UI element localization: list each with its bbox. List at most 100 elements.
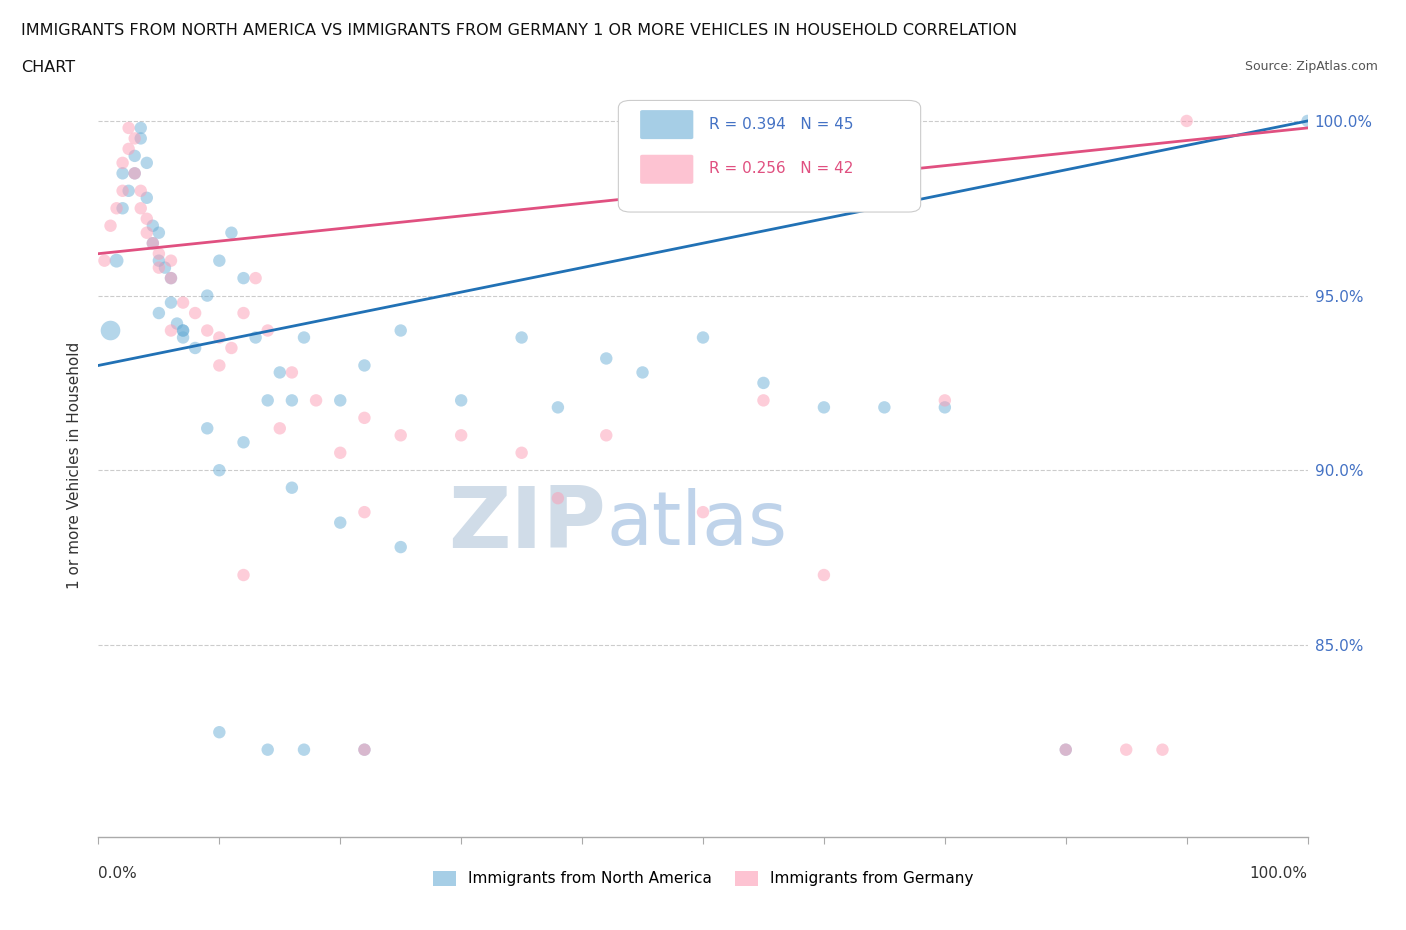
Point: [142, 236, 165, 251]
Point: [142, 219, 165, 233]
Point: [221, 340, 243, 355]
Text: IMMIGRANTS FROM NORTH AMERICA VS IMMIGRANTS FROM GERMANY 1 OR MORE VEHICLES IN H: IMMIGRANTS FROM NORTH AMERICA VS IMMIGRA…: [21, 23, 1017, 38]
Point: [208, 724, 231, 739]
Point: [1115, 742, 1137, 757]
Point: [118, 121, 141, 136]
Point: [1175, 113, 1198, 128]
Point: [160, 271, 183, 286]
Point: [129, 131, 152, 146]
Point: [752, 393, 775, 408]
Point: [510, 445, 533, 460]
Point: [232, 271, 254, 286]
Point: [124, 131, 146, 146]
Point: [111, 155, 134, 170]
Point: [450, 393, 472, 408]
Point: [292, 330, 315, 345]
Point: [135, 155, 157, 170]
Point: [111, 183, 134, 198]
Point: [232, 306, 254, 321]
Point: [208, 358, 231, 373]
FancyBboxPatch shape: [640, 154, 693, 184]
Point: [160, 295, 183, 310]
Y-axis label: 1 or more Vehicles in Household: 1 or more Vehicles in Household: [67, 341, 83, 589]
Point: [208, 330, 231, 345]
Point: [148, 253, 170, 268]
Point: [100, 219, 122, 233]
Text: R = 0.256   N = 42: R = 0.256 N = 42: [709, 162, 853, 177]
Point: [813, 400, 835, 415]
Point: [184, 340, 207, 355]
Point: [195, 288, 218, 303]
Point: [256, 323, 278, 338]
Point: [135, 225, 157, 240]
Point: [873, 400, 896, 415]
Point: [172, 323, 194, 338]
Point: [232, 435, 254, 450]
Point: [129, 201, 152, 216]
Legend: Immigrants from North America, Immigrants from Germany: Immigrants from North America, Immigrant…: [426, 864, 980, 893]
Point: [93, 253, 115, 268]
Point: [329, 393, 352, 408]
Point: [153, 260, 176, 275]
Point: [166, 316, 188, 331]
Point: [692, 330, 714, 345]
FancyBboxPatch shape: [619, 100, 921, 212]
Text: R = 0.394   N = 45: R = 0.394 N = 45: [709, 117, 853, 132]
Point: [813, 567, 835, 582]
Point: [353, 410, 375, 425]
Point: [111, 166, 134, 180]
Text: CHART: CHART: [21, 60, 75, 75]
Point: [281, 365, 304, 379]
Point: [160, 323, 183, 338]
Point: [1152, 742, 1174, 757]
Point: [160, 253, 183, 268]
Point: [208, 253, 231, 268]
Point: [148, 260, 170, 275]
Point: [353, 358, 375, 373]
Point: [129, 121, 152, 136]
Point: [105, 253, 128, 268]
Text: 0.0%: 0.0%: [98, 866, 138, 881]
Point: [510, 330, 533, 345]
Text: ZIP: ZIP: [449, 483, 606, 566]
Point: [208, 463, 231, 478]
Point: [353, 742, 375, 757]
Point: [269, 421, 291, 436]
Point: [160, 271, 183, 286]
Point: [547, 491, 569, 506]
Point: [172, 323, 194, 338]
Point: [105, 201, 128, 216]
Point: [281, 480, 304, 495]
Point: [111, 201, 134, 216]
Point: [934, 400, 956, 415]
Point: [450, 428, 472, 443]
Point: [148, 246, 170, 261]
Point: [148, 225, 170, 240]
Text: atlas: atlas: [606, 488, 787, 561]
Point: [281, 393, 304, 408]
Point: [292, 742, 315, 757]
Point: [221, 225, 243, 240]
Point: [100, 323, 122, 338]
Point: [595, 351, 617, 365]
Point: [547, 400, 569, 415]
Point: [389, 323, 412, 338]
Point: [631, 365, 654, 379]
Point: [245, 271, 267, 286]
Point: [269, 365, 291, 379]
Point: [129, 183, 152, 198]
Point: [148, 306, 170, 321]
Point: [1054, 742, 1077, 757]
Point: [1296, 113, 1319, 128]
Point: [232, 567, 254, 582]
Point: [752, 376, 775, 391]
Point: [329, 445, 352, 460]
Point: [118, 141, 141, 156]
Point: [329, 515, 352, 530]
Point: [184, 306, 207, 321]
Point: [124, 166, 146, 180]
Point: [124, 149, 146, 164]
Point: [934, 393, 956, 408]
Text: Source: ZipAtlas.com: Source: ZipAtlas.com: [1244, 60, 1378, 73]
Point: [595, 428, 617, 443]
